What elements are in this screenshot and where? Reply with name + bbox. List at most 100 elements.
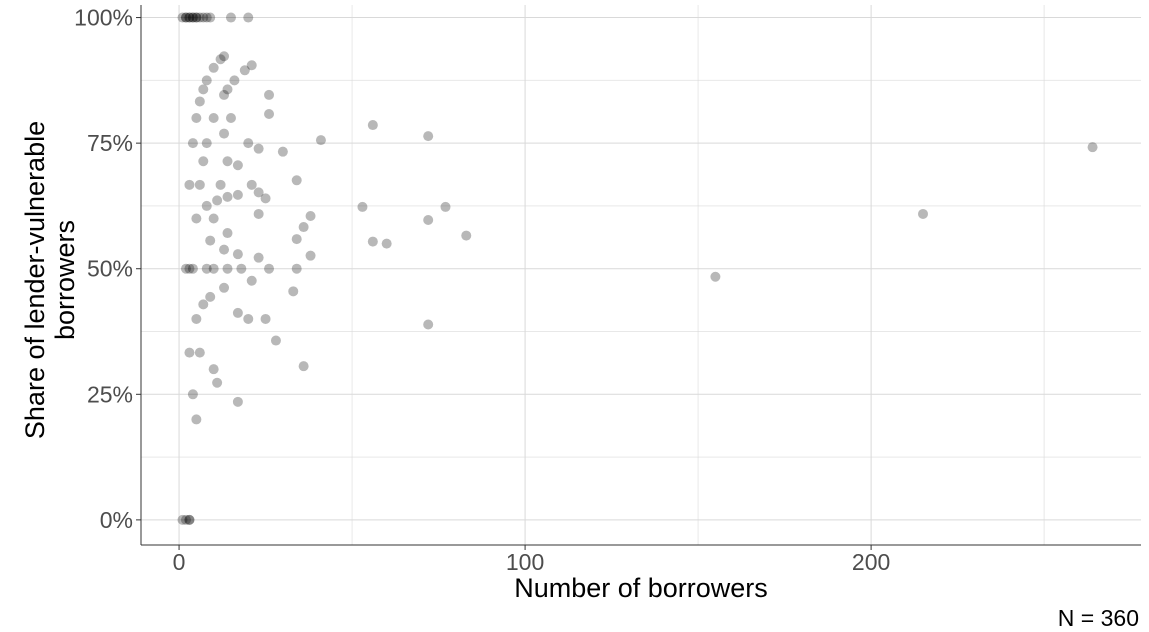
scatter-point — [219, 51, 230, 62]
scatter-point — [298, 361, 309, 372]
scatter-point — [246, 275, 257, 286]
scatter-point — [305, 210, 316, 221]
scatter-point — [184, 347, 195, 358]
scatter-point — [205, 235, 216, 246]
scatter-point — [198, 156, 209, 167]
scatter-point — [381, 238, 392, 249]
scatter-point — [305, 250, 316, 261]
scatter-point — [367, 120, 378, 131]
scatter-point — [187, 263, 198, 274]
scatter-point — [201, 75, 212, 86]
gridlines — [141, 5, 1141, 545]
scatter-point — [191, 12, 202, 23]
scatter-point — [222, 263, 233, 274]
scatter-point — [194, 179, 205, 190]
scatter-point — [184, 514, 195, 525]
scatter-point — [291, 263, 302, 274]
scatter-point — [187, 12, 198, 23]
scatter-point — [187, 389, 198, 400]
scatter-point — [208, 62, 219, 73]
scatter-point — [270, 335, 281, 346]
scatter-point — [423, 214, 434, 225]
scatter-point — [191, 313, 202, 324]
scatter-point — [291, 175, 302, 186]
x-tick-label: 0 — [173, 549, 186, 575]
scatter-point — [177, 12, 188, 23]
scatter-point — [219, 128, 230, 139]
scatter-point — [198, 299, 209, 310]
scatter-point — [191, 113, 202, 124]
scatter-point — [260, 193, 271, 204]
data-points — [177, 12, 1098, 525]
scatter-point — [219, 282, 230, 293]
tick-labels: 0 100 200 0% 25% 50% 75% 100% — [74, 5, 890, 575]
scatter-point — [194, 347, 205, 358]
scatter-point — [180, 12, 191, 23]
scatter-point — [201, 12, 212, 23]
scatter-point — [918, 208, 929, 219]
scatter-point — [288, 286, 299, 297]
scatter-point — [253, 143, 264, 154]
scatter-point — [260, 313, 271, 324]
scatter-point — [180, 263, 191, 274]
scatter-point — [222, 84, 233, 95]
scatter-point — [194, 12, 205, 23]
scatter-point — [198, 84, 209, 95]
scatter-point — [222, 156, 233, 167]
scatter-point — [215, 179, 226, 190]
scatter-point — [201, 138, 212, 149]
scatter-point — [423, 131, 434, 142]
scatter-point — [215, 54, 226, 65]
y-tick-label: 25% — [87, 381, 133, 407]
scatter-point — [194, 96, 205, 107]
y-tick-label: 75% — [87, 130, 133, 156]
scatter-point — [222, 191, 233, 202]
y-axis-title-line-2: borrowers — [50, 220, 80, 340]
scatter-point — [291, 234, 302, 245]
scatter-point — [232, 189, 243, 200]
scatter-point — [219, 244, 230, 255]
scatter-point — [225, 113, 236, 124]
sample-size-caption: N = 360 — [1058, 605, 1139, 631]
scatter-point — [239, 65, 250, 76]
scatter-point — [184, 12, 195, 23]
x-tick-label: 100 — [506, 549, 544, 575]
scatter-point — [232, 160, 243, 171]
scatter-point — [201, 263, 212, 274]
scatter-point — [198, 12, 209, 23]
scatter-point — [222, 228, 233, 239]
scatter-point — [264, 109, 275, 120]
scatter-point — [246, 60, 257, 71]
scatter-point — [246, 179, 257, 190]
scatter-point — [184, 179, 195, 190]
scatter-point — [212, 377, 223, 388]
scatter-point — [1087, 142, 1098, 153]
scatter-point — [225, 12, 236, 23]
scatter-point — [253, 252, 264, 263]
scatter-point — [219, 89, 230, 100]
scatter-point — [177, 514, 188, 525]
scatter-point — [184, 12, 195, 23]
y-tick-label: 50% — [87, 256, 133, 282]
scatter-point — [187, 138, 198, 149]
scatter-point — [243, 12, 254, 23]
y-tick-label: 0% — [100, 507, 133, 533]
scatter-point — [208, 364, 219, 375]
y-tick-label: 100% — [74, 5, 133, 31]
scatter-point — [357, 201, 368, 212]
scatter-point — [191, 12, 202, 23]
scatter-point — [180, 12, 191, 23]
scatter-point — [298, 222, 309, 233]
scatter-point — [232, 396, 243, 407]
scatter-point — [367, 236, 378, 247]
scatter-point — [184, 263, 195, 274]
scatter-point — [710, 271, 721, 282]
scatter-point — [461, 230, 472, 241]
scatter-point — [212, 195, 223, 206]
scatter-point — [253, 208, 264, 219]
scatter-point — [205, 291, 216, 302]
scatter-point — [208, 113, 219, 124]
scatter-point — [201, 200, 212, 211]
scatter-point — [315, 135, 326, 146]
